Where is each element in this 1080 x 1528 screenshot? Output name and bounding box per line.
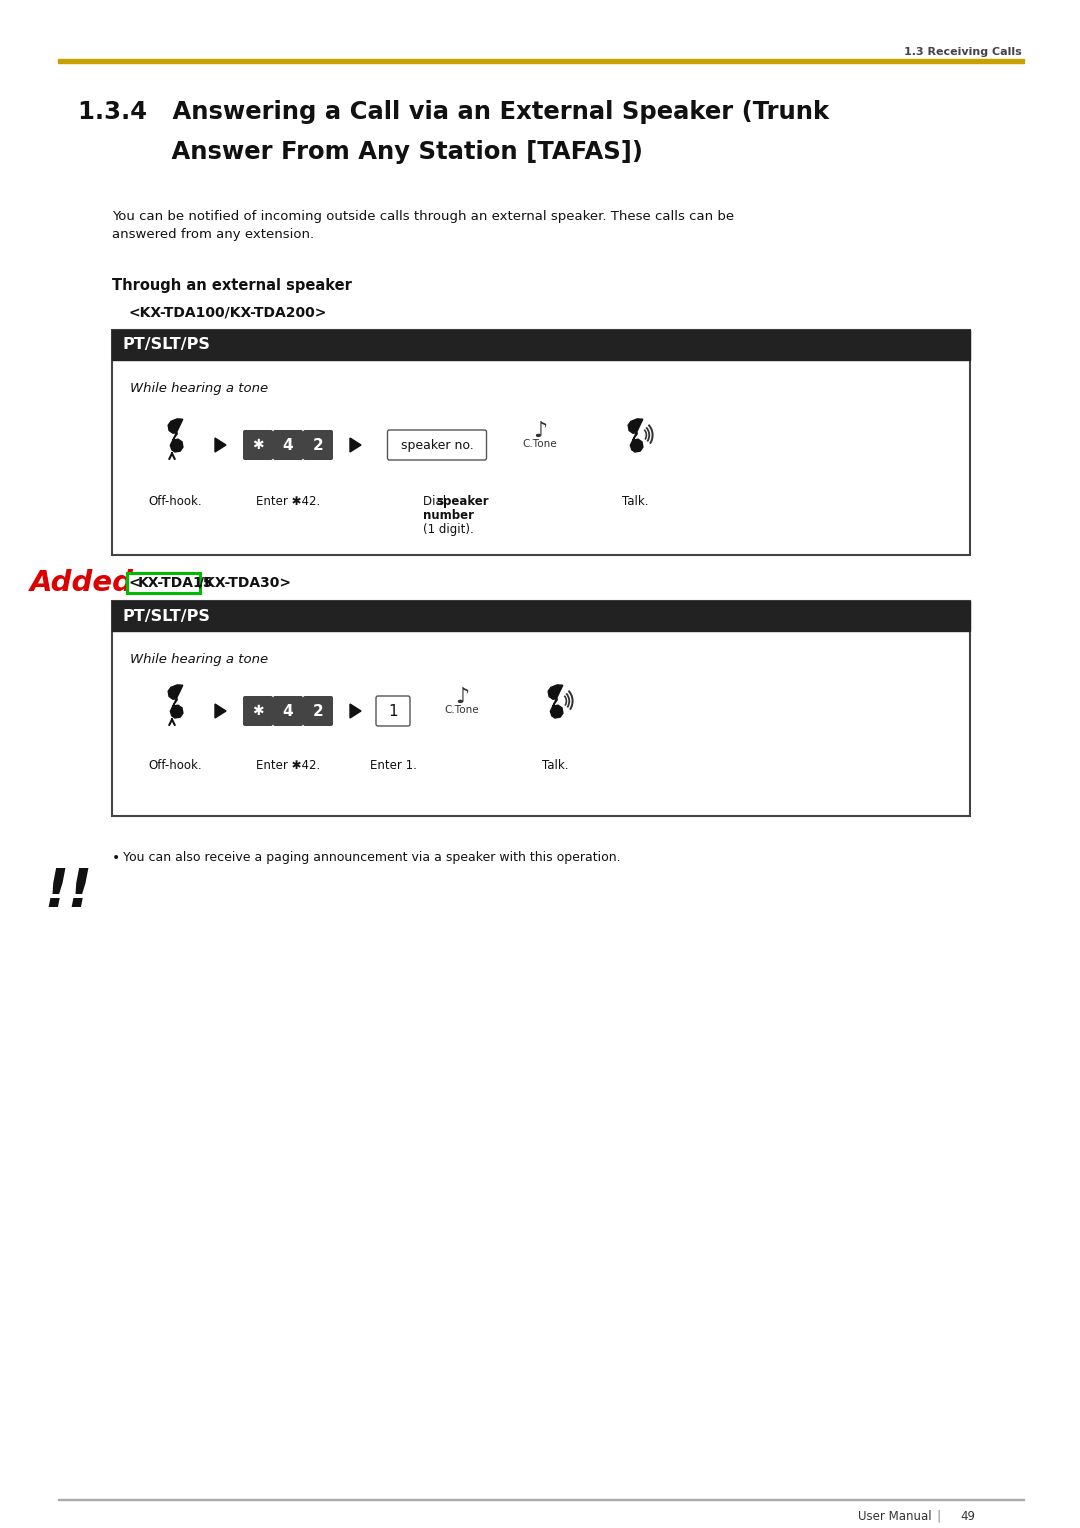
Text: Off-hook.: Off-hook.	[148, 759, 202, 772]
Text: 4: 4	[283, 703, 294, 718]
Bar	[112, 601, 970, 631]
Text: User Manual: User Manual	[859, 1510, 932, 1522]
Text: !!: !!	[44, 866, 92, 918]
Text: 4: 4	[283, 437, 294, 452]
Text: ✱: ✱	[253, 439, 264, 452]
Bar	[127, 573, 200, 593]
Text: |: |	[936, 1510, 941, 1522]
FancyBboxPatch shape	[303, 695, 333, 726]
Text: Enter 1.: Enter 1.	[369, 759, 417, 772]
Polygon shape	[168, 685, 183, 718]
Text: C.Tone: C.Tone	[445, 704, 480, 715]
Polygon shape	[215, 439, 226, 452]
Text: KX-TDA15: KX-TDA15	[138, 576, 214, 590]
Text: ♪: ♪	[455, 688, 469, 707]
Bar	[112, 330, 970, 361]
Polygon shape	[168, 419, 183, 452]
Text: 1: 1	[388, 703, 397, 718]
Text: answered from any extension.: answered from any extension.	[112, 228, 314, 241]
Text: C.Tone: C.Tone	[523, 439, 557, 449]
Text: <KX-TDA100/KX-TDA200>: <KX-TDA100/KX-TDA200>	[129, 306, 326, 319]
Text: While hearing a tone: While hearing a tone	[130, 382, 268, 396]
Polygon shape	[350, 704, 361, 718]
Polygon shape	[549, 685, 563, 718]
Text: Off-hook.: Off-hook.	[148, 495, 202, 507]
Polygon shape	[629, 419, 643, 452]
Text: Answer From Any Station [TAFAS]): Answer From Any Station [TAFAS])	[78, 141, 643, 163]
FancyBboxPatch shape	[243, 429, 273, 460]
Text: Enter ✱42.: Enter ✱42.	[256, 759, 320, 772]
Text: ♪: ♪	[532, 422, 548, 442]
FancyBboxPatch shape	[388, 429, 486, 460]
Text: PT/SLT/PS: PT/SLT/PS	[122, 338, 210, 353]
Text: Talk.: Talk.	[622, 495, 648, 507]
Text: You can also receive a paging announcement via a speaker with this operation.: You can also receive a paging announceme…	[123, 851, 621, 863]
Text: <: <	[129, 576, 140, 590]
Text: 1.3.4   Answering a Call via an External Speaker (Trunk: 1.3.4 Answering a Call via an External S…	[78, 99, 829, 124]
Text: Through an external speaker: Through an external speaker	[112, 278, 352, 293]
FancyBboxPatch shape	[376, 695, 410, 726]
Bar	[58, 58, 1024, 63]
Text: number: number	[423, 509, 474, 523]
Text: /KX-TDA30>: /KX-TDA30>	[199, 576, 291, 590]
FancyBboxPatch shape	[243, 695, 273, 726]
Text: You can be notified of incoming outside calls through an external speaker. These: You can be notified of incoming outside …	[112, 209, 734, 223]
Polygon shape	[215, 704, 226, 718]
Text: Dial: Dial	[423, 495, 450, 507]
Polygon shape	[350, 439, 361, 452]
FancyBboxPatch shape	[273, 429, 303, 460]
Text: (1 digit).: (1 digit).	[423, 523, 474, 536]
Text: Added: Added	[30, 568, 134, 597]
Text: 49: 49	[960, 1510, 975, 1522]
Text: While hearing a tone: While hearing a tone	[130, 652, 268, 666]
Text: speaker: speaker	[436, 495, 488, 507]
Text: 1.3 Receiving Calls: 1.3 Receiving Calls	[904, 47, 1022, 57]
Text: PT/SLT/PS: PT/SLT/PS	[122, 608, 210, 623]
Text: Talk.: Talk.	[542, 759, 568, 772]
FancyBboxPatch shape	[273, 695, 303, 726]
Text: 2: 2	[312, 437, 323, 452]
Text: speaker no.: speaker no.	[401, 439, 473, 451]
Text: ✱: ✱	[253, 704, 264, 718]
Text: 2: 2	[312, 703, 323, 718]
FancyBboxPatch shape	[303, 429, 333, 460]
Text: Enter ✱42.: Enter ✱42.	[256, 495, 320, 507]
Text: •: •	[112, 851, 120, 865]
Bar	[112, 330, 970, 555]
Bar	[112, 601, 970, 816]
